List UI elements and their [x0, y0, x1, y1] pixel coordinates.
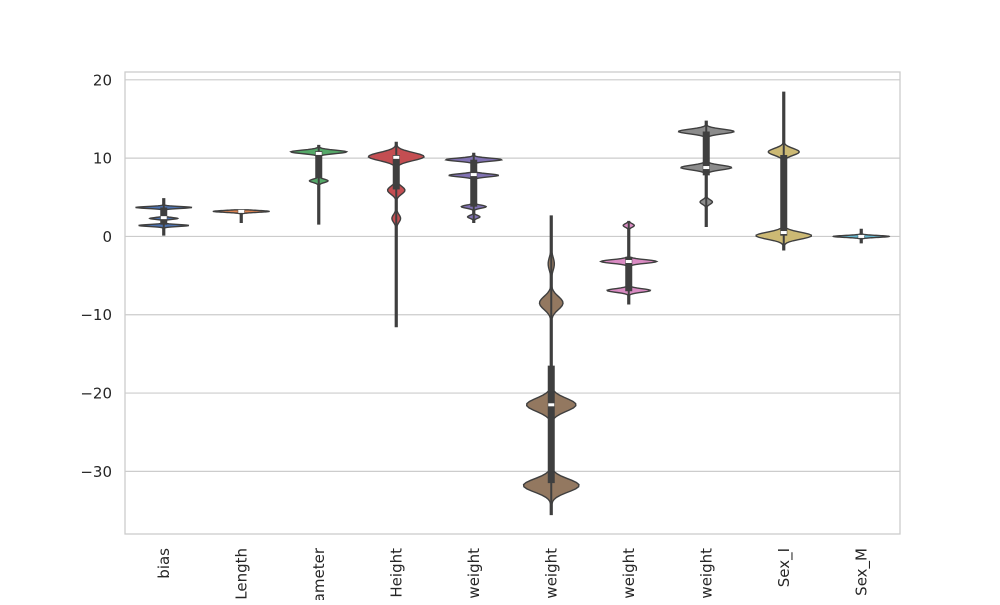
axes-frame — [124, 71, 901, 535]
median-marker — [858, 234, 865, 238]
y-tick-label: −10 — [80, 306, 112, 324]
iqr-box — [625, 256, 633, 292]
median-marker — [315, 151, 322, 155]
y-tick-labels: −30 −20 −10 0 10 20 — [80, 71, 112, 481]
median-marker — [160, 216, 167, 220]
median-marker — [470, 173, 477, 177]
iqr-box — [702, 131, 710, 176]
x-tick-label: ameter — [310, 547, 328, 600]
y-tick-label: 20 — [93, 71, 112, 89]
median-marker — [780, 231, 787, 235]
x-tick-label: weight — [620, 548, 638, 599]
iqr-box — [160, 207, 168, 225]
x-tick-label: Sex_I — [775, 548, 794, 587]
y-tick-label: −20 — [80, 385, 112, 403]
gridlines — [125, 79, 900, 472]
x-tick-label: Sex_M — [852, 548, 871, 596]
x-tick-label: weight — [697, 548, 715, 599]
iqr-box — [392, 155, 400, 190]
median-marker — [548, 403, 555, 407]
median-marker — [238, 209, 245, 213]
iqr-box — [547, 365, 555, 484]
median-marker — [703, 166, 710, 170]
x-tick-label: weight — [542, 548, 560, 599]
iqr-box — [470, 159, 478, 207]
y-tick-label: −30 — [80, 463, 112, 481]
x-tick-label: Length — [232, 548, 250, 600]
median-marker — [625, 259, 632, 263]
violins — [135, 91, 891, 516]
y-tick-label: 10 — [93, 150, 112, 168]
iqr-box — [315, 151, 323, 178]
x-tick-label: bias — [155, 548, 173, 579]
x-tick-labels: bias Length ameter Height weight weight weight… — [155, 547, 872, 602]
iqr-box — [780, 155, 788, 236]
x-tick-label: Height — [387, 548, 405, 598]
median-marker — [393, 155, 400, 159]
y-tick-label: 0 — [102, 228, 112, 246]
x-tick-label: weight — [465, 548, 483, 599]
